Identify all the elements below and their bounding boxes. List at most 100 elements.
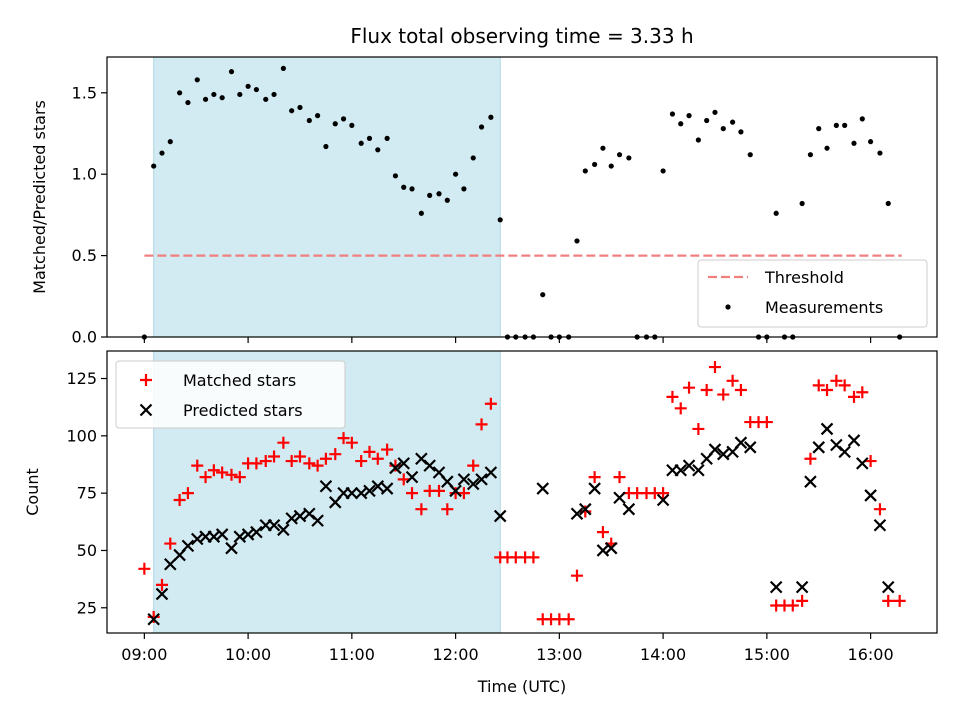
matched-star-marker <box>138 562 151 575</box>
measurement-point <box>332 121 338 127</box>
count-panel: 25 50 75 100 125 09:00 10:00 11:00 12:00 13:00 14:… <box>23 350 938 664</box>
matched-star-marker <box>371 452 384 465</box>
legend-series-label: Matched stars <box>183 371 296 390</box>
matched-star-marker <box>233 471 246 484</box>
predicted-star-marker <box>812 441 826 454</box>
x-tick-label: 09:00 <box>121 645 167 664</box>
matched-star-marker <box>484 397 497 410</box>
y-tick-label: 25 <box>77 598 97 617</box>
matched-star-marker <box>285 455 298 468</box>
measurement-point <box>678 121 684 127</box>
predicted-star-marker <box>277 523 290 537</box>
matched-star-marker <box>657 487 670 500</box>
predicted-star-marker <box>847 434 861 447</box>
measurement-point <box>747 152 753 158</box>
matched-star-marker <box>329 448 342 461</box>
measurement-point <box>392 173 399 179</box>
measurement-point <box>851 140 857 146</box>
matched-star-marker <box>821 383 834 396</box>
matched-star-marker <box>726 374 739 387</box>
predicted-star-marker <box>734 436 748 449</box>
matched-star-marker <box>319 452 332 465</box>
measurement-point <box>574 238 580 244</box>
matched-star-marker <box>812 379 825 392</box>
measurement-point <box>877 150 883 156</box>
predicted-star-marker <box>656 493 670 507</box>
matched-star-marker <box>579 505 592 518</box>
measurement-point <box>409 186 415 192</box>
measurement-point <box>245 83 251 89</box>
matched-star-marker <box>717 388 730 401</box>
matched-star-marker <box>293 450 306 463</box>
measurement-point <box>730 119 736 125</box>
matched-star-marker <box>683 381 696 394</box>
matched-star-marker <box>277 436 290 449</box>
matched-star-marker <box>674 402 687 415</box>
matched-star-marker <box>140 374 152 386</box>
matched-star-marker <box>873 503 886 516</box>
measurement-point <box>712 109 718 115</box>
series-matched-stars <box>138 361 906 626</box>
legend-box <box>115 360 346 429</box>
legend: Threshold Measurements <box>697 259 928 328</box>
measurement-point <box>807 152 814 158</box>
legend: Matched stars Predicted stars <box>115 360 346 429</box>
predicted-star-marker <box>405 470 419 484</box>
y-axis-label: Matched/Predicted stars <box>30 100 49 294</box>
measurement-point <box>720 126 726 132</box>
x-tick-label: 10:00 <box>225 645 271 664</box>
predicted-star-marker <box>536 482 550 495</box>
measurement-point <box>401 184 407 190</box>
predicted-star-marker <box>466 477 480 491</box>
matched-star-marker <box>441 503 454 516</box>
measurement-point <box>695 137 701 143</box>
matched-star-marker <box>363 445 376 458</box>
predicted-star-marker <box>293 509 307 523</box>
matched-star-marker <box>588 471 601 484</box>
predicted-star-marker <box>795 580 809 594</box>
measurement-point <box>669 111 676 117</box>
predicted-star-marker <box>311 514 324 527</box>
measurement-point <box>592 161 598 168</box>
predicted-star-marker <box>613 491 626 505</box>
measurement-point <box>263 96 269 102</box>
matched-star-marker <box>303 457 316 470</box>
measurement-point <box>159 150 165 156</box>
matched-star-marker <box>216 466 229 479</box>
x-tick-label: 16:00 <box>848 645 894 664</box>
matched-star-marker <box>848 390 860 403</box>
measurement-point <box>842 122 848 128</box>
predicted-star-marker <box>423 459 436 472</box>
measurement-point <box>418 210 424 216</box>
matched-star-marker <box>345 436 358 449</box>
predicted-star-marker <box>820 422 834 436</box>
x-axis-label: Time (UTC) <box>477 677 566 696</box>
legend-box <box>697 259 928 328</box>
predicted-star-marker <box>225 541 238 555</box>
measurement-point <box>323 143 329 150</box>
measurement-point <box>375 147 381 153</box>
measurement-point <box>738 129 744 135</box>
measurement-point <box>660 168 666 174</box>
matched-star-marker <box>864 455 877 468</box>
matched-star-marker <box>415 503 428 516</box>
measurement-point <box>488 114 494 120</box>
measurement-point <box>297 104 303 111</box>
chart-title: Flux total observing time = 3.33 h <box>350 24 693 48</box>
predicted-star-marker <box>380 482 394 495</box>
measurement-point <box>194 77 200 83</box>
predicted-star-marker <box>319 479 333 493</box>
predicted-star-marker <box>604 541 618 555</box>
matched-star-marker <box>475 418 488 431</box>
measurement-point <box>358 140 364 146</box>
predicted-star-marker <box>139 403 153 417</box>
y-tick-label: 125 <box>66 369 97 388</box>
y-tick-label: 0.0 <box>72 328 97 347</box>
x-tick-label: 15:00 <box>744 645 790 664</box>
predicted-star-marker <box>622 502 636 516</box>
predicted-star-marker <box>155 587 169 601</box>
predicted-star-marker <box>484 466 498 479</box>
matched-star-marker <box>700 383 713 396</box>
matched-star-marker <box>570 569 583 582</box>
